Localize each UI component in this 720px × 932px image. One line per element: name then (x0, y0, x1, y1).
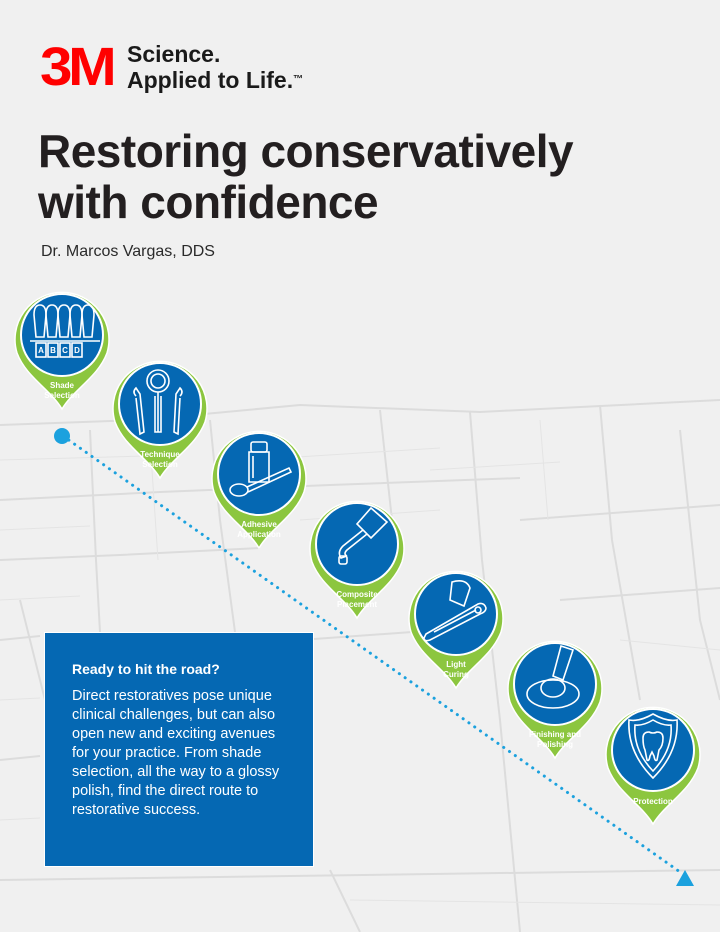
author-name: Dr. Marcos Vargas, DDS (41, 243, 215, 260)
shade-guide-icon (30, 304, 100, 358)
brand-tagline: Science. Applied to Life.™ (127, 41, 303, 93)
adhesive-bottle-icon (229, 441, 293, 497)
tagline-line-1: Science. (127, 41, 221, 67)
step-label: Shade Selection (44, 381, 80, 400)
info-box-body: Direct restoratives pose unique clinical… (72, 688, 280, 818)
route-start-dot (54, 428, 70, 444)
step-label: Finishing and Polishing (529, 730, 581, 749)
composite-syringe-icon (338, 506, 389, 565)
step-pin-light-curing[interactable]: Light Curing (404, 564, 508, 690)
polishing-disc-icon (526, 644, 580, 709)
dental-instruments-icon (133, 369, 183, 436)
step-label: Light Curing (443, 660, 469, 679)
info-box-title: Ready to hit the road? (72, 661, 220, 677)
step-pin-adhesive-application[interactable]: Adhesive Application (207, 424, 311, 550)
trademark-symbol: ™ (293, 74, 304, 85)
step-label: Protection (633, 797, 673, 806)
shade-letter-c: C (62, 346, 68, 355)
shade-letter-a: A (38, 346, 44, 355)
step-pin-technique-selection[interactable]: Technique Selection (108, 354, 212, 480)
step-pin-protection[interactable]: Protection (601, 700, 705, 826)
info-box: Ready to hit the road? Direct restorativ… (44, 632, 314, 867)
page-title: Restoring conservatively with confidence (38, 125, 574, 228)
brand-logo: 3M Science. Applied to Life.™ (40, 40, 303, 94)
route-end-arrow (676, 870, 694, 886)
step-label: Technique Selection (140, 450, 180, 469)
shade-letter-b: B (50, 346, 56, 355)
title-line-1: Restoring conservatively (38, 125, 574, 177)
step-label: Composite Placement (336, 590, 378, 609)
shade-letter-d: D (74, 346, 80, 355)
tagline-line-2: Applied to Life.™ (127, 67, 304, 93)
curing-light-icon (423, 580, 487, 642)
tooth-shield-icon (628, 713, 678, 780)
step-pin-finishing-and-polishing[interactable]: Finishing and Polishing (503, 634, 607, 760)
step-label: Adhesive Application (237, 520, 281, 539)
step-pin-composite-placement[interactable]: Composite Placement (305, 494, 409, 620)
3m-logo: 3M (40, 37, 117, 97)
step-pin-shade-selection[interactable]: A B C D Shade Selection (10, 285, 114, 411)
title-line-2: with confidence (38, 176, 379, 228)
